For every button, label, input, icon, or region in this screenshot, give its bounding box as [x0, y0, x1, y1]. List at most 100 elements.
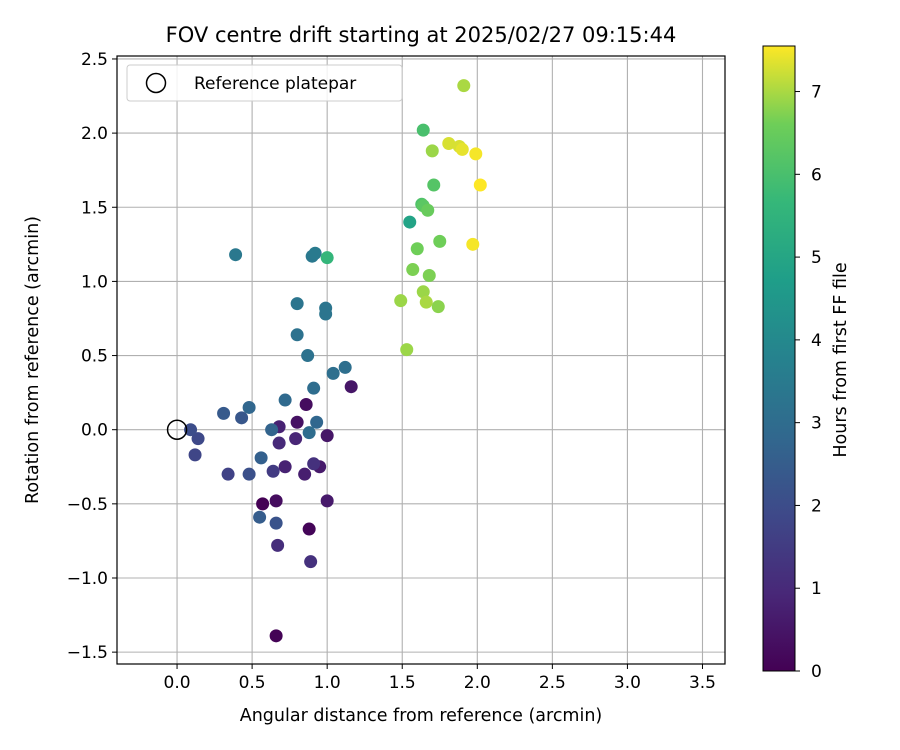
scatter-point — [425, 144, 439, 158]
colorbar: 0 1 2 3 4 5 6 7 Hours from first FF file — [762, 45, 851, 682]
scatter-point — [299, 397, 313, 411]
x-tick-label: 0.0 — [164, 673, 191, 693]
x-tick-label: 2.0 — [464, 673, 491, 693]
scatter-point — [419, 295, 433, 309]
scatter-point — [256, 497, 270, 511]
scatter-point — [433, 234, 447, 248]
scatter-point — [265, 423, 279, 437]
y-axis-label: Rotation from reference (arcmin) — [23, 216, 43, 504]
scatter-point — [302, 426, 316, 440]
y-tick-label: 2.5 — [81, 50, 108, 70]
scatter-point — [191, 432, 205, 446]
scatter-point — [290, 328, 304, 342]
scatter-point — [304, 555, 318, 569]
colorbar-tick-label: 3 — [811, 414, 822, 434]
scatter-point — [422, 268, 436, 282]
scatter-point — [301, 349, 315, 363]
legend: Reference platepar — [126, 64, 403, 102]
colorbar-tick-label: 2 — [811, 496, 822, 516]
scatter-point — [326, 366, 340, 380]
scatter-point — [431, 300, 445, 314]
x-tick-label: 3.0 — [614, 673, 641, 693]
y-tick-label: −0.5 — [67, 495, 108, 515]
y-tick-label: 1.0 — [81, 272, 108, 292]
scatter-point — [410, 242, 424, 256]
scatter-point — [278, 460, 292, 474]
scatter-point — [344, 380, 358, 394]
scatter-point — [266, 464, 280, 478]
y-tick-label: 2.0 — [81, 124, 108, 144]
scatter-point — [290, 415, 304, 429]
scatter-point — [269, 494, 283, 508]
scatter-point — [406, 263, 420, 277]
scatter-point — [457, 79, 471, 93]
scatter-point — [308, 246, 322, 260]
y-tick-label: −1.0 — [67, 569, 108, 589]
colorbar-tick-label: 7 — [811, 83, 822, 103]
scatter-point — [442, 136, 456, 150]
data-points — [166, 79, 487, 643]
plot-frame — [116, 55, 726, 665]
colorbar-tick-label: 1 — [811, 579, 822, 599]
scatter-point — [254, 451, 268, 465]
scatter-point — [188, 448, 202, 462]
scatter-point — [242, 467, 256, 481]
colorbar-gradient — [762, 45, 796, 672]
scatter-point — [421, 203, 435, 217]
colorbar-label: Hours from first FF file — [831, 262, 851, 457]
colorbar-ticks: 0 1 2 3 4 5 6 7 — [795, 83, 822, 682]
scatter-point — [242, 400, 256, 414]
scatter-point — [427, 178, 441, 192]
y-tick-label: 0.0 — [81, 421, 108, 441]
scatter-point — [289, 432, 303, 446]
scatter-point — [221, 467, 235, 481]
scatter-point — [269, 516, 283, 530]
y-tick-label: −1.5 — [67, 643, 108, 663]
scatter-point — [403, 215, 417, 229]
x-tick-label: 0.5 — [239, 673, 266, 693]
scatter-point — [400, 343, 414, 357]
scatter-point — [298, 467, 312, 481]
chart-title: FOV centre drift starting at 2025/02/27 … — [166, 23, 677, 47]
scatter-point — [469, 147, 483, 161]
scatter-point — [473, 178, 487, 192]
x-axis-ticks: 0.0 0.5 1.0 1.5 2.0 2.5 3.0 3.5 — [164, 664, 716, 693]
colorbar-tick-label: 6 — [811, 165, 822, 185]
scatter-point — [302, 522, 316, 536]
scatter-point — [278, 393, 292, 407]
scatter-point — [307, 457, 321, 471]
scatter-point — [455, 142, 469, 156]
scatter-point — [416, 123, 430, 137]
y-tick-label: 0.5 — [81, 347, 108, 367]
scatter-point — [320, 251, 334, 265]
x-tick-label: 1.5 — [389, 673, 416, 693]
grid-lines — [117, 56, 725, 664]
reference-platepar-marker — [166, 419, 188, 440]
scatter-point — [235, 411, 249, 425]
scatter-point — [272, 436, 286, 450]
scatter-point — [184, 423, 198, 437]
colorbar-tick-label: 4 — [811, 331, 822, 351]
legend-box — [126, 64, 403, 102]
scatter-point — [217, 406, 231, 420]
scatter-point — [307, 381, 321, 395]
x-tick-label: 1.0 — [314, 673, 341, 693]
scatter-point — [269, 629, 283, 643]
scatter-point — [229, 248, 243, 262]
scatter-point — [394, 294, 408, 308]
scatter-point — [290, 297, 304, 311]
scatter-point — [320, 429, 334, 443]
legend-entry-label: Reference platepar — [194, 74, 356, 94]
colorbar-tick-label: 5 — [811, 248, 822, 268]
x-tick-label: 2.5 — [539, 673, 566, 693]
scatter-point — [253, 510, 267, 524]
scatter-point — [320, 494, 334, 508]
legend-reference-marker — [145, 72, 167, 94]
scatter-point — [338, 360, 352, 374]
scatter-point — [466, 237, 480, 251]
y-axis-ticks: −1.5 −1.0 −0.5 0.0 0.5 1.0 1.5 2.0 2.5 — [67, 50, 117, 663]
scatter-point — [310, 415, 324, 429]
x-tick-label: 3.5 — [689, 673, 716, 693]
scatter-point — [319, 301, 333, 315]
